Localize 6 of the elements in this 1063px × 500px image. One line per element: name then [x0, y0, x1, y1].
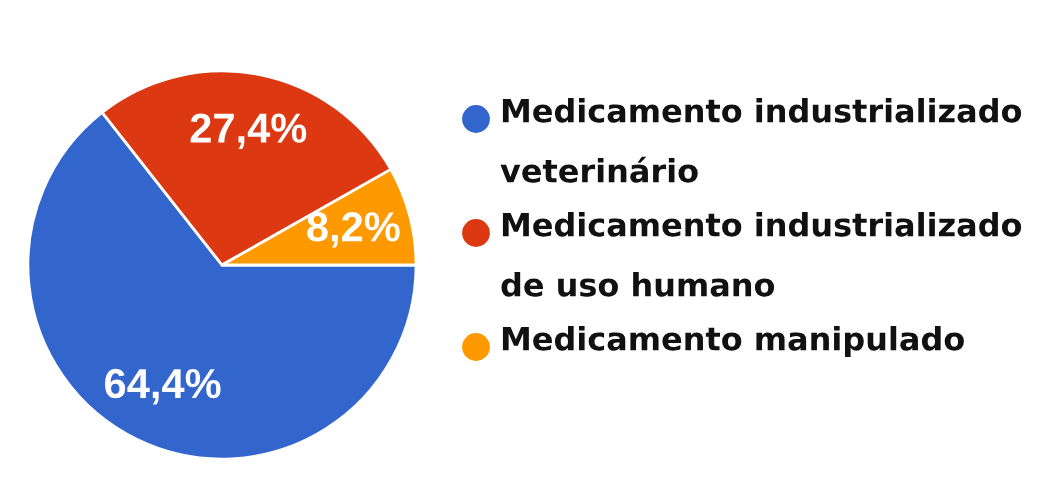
data-label: 64,4%	[105, 368, 221, 405]
legend-label: Medicamento manipulado	[502, 326, 964, 357]
data-label: 27,4%	[190, 113, 307, 149]
legend-label: Medicamento industrializado de uso humano	[501, 212, 1022, 297]
legend-label: Medicamento industrializado veterinário	[500, 98, 1022, 183]
data-label: 8,2%	[307, 212, 400, 248]
